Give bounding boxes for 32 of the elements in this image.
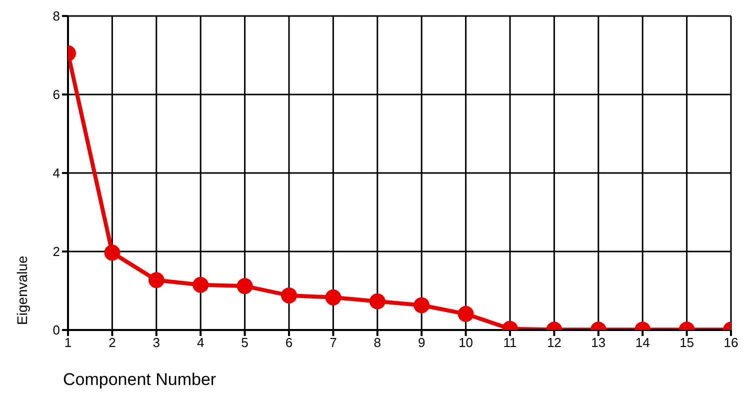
- x-tick-label: 8: [374, 335, 382, 350]
- y-axis-title: Eigenvalue: [14, 256, 30, 325]
- x-tick-label: 1: [64, 335, 72, 350]
- x-tick-label: 12: [546, 335, 562, 350]
- point: [281, 287, 297, 304]
- x-tick-label: 3: [152, 335, 160, 350]
- x-tick-label: 10: [458, 335, 474, 350]
- x-tick-label: 4: [196, 335, 204, 350]
- y-tick-label: 2: [52, 244, 60, 260]
- y-tick-label: 0: [52, 322, 60, 338]
- point: [369, 293, 386, 310]
- x-tick-label: 2: [108, 335, 116, 350]
- y-tick-label: 6: [52, 87, 60, 102]
- point: [458, 306, 474, 322]
- x-tick-label: 11: [503, 335, 517, 350]
- x-tick-label: 14: [635, 335, 650, 350]
- x-tick-label: 9: [418, 335, 426, 350]
- x-tick-label: 13: [591, 335, 606, 350]
- point: [192, 276, 209, 293]
- x-tick-label: 16: [724, 335, 738, 350]
- point: [104, 244, 120, 261]
- y-tick-label: 8: [52, 8, 60, 24]
- point: [414, 297, 430, 314]
- x-tick-label: 6: [285, 335, 293, 350]
- point: [236, 278, 253, 294]
- x-tick-label: 5: [241, 335, 248, 350]
- y-tick-label: 4: [52, 166, 60, 181]
- x-tick-label: 7: [330, 335, 337, 350]
- x-axis-title: Component Number: [63, 370, 216, 390]
- point: [148, 272, 164, 288]
- point: [325, 289, 342, 306]
- x-tick-label: 15: [680, 335, 694, 350]
